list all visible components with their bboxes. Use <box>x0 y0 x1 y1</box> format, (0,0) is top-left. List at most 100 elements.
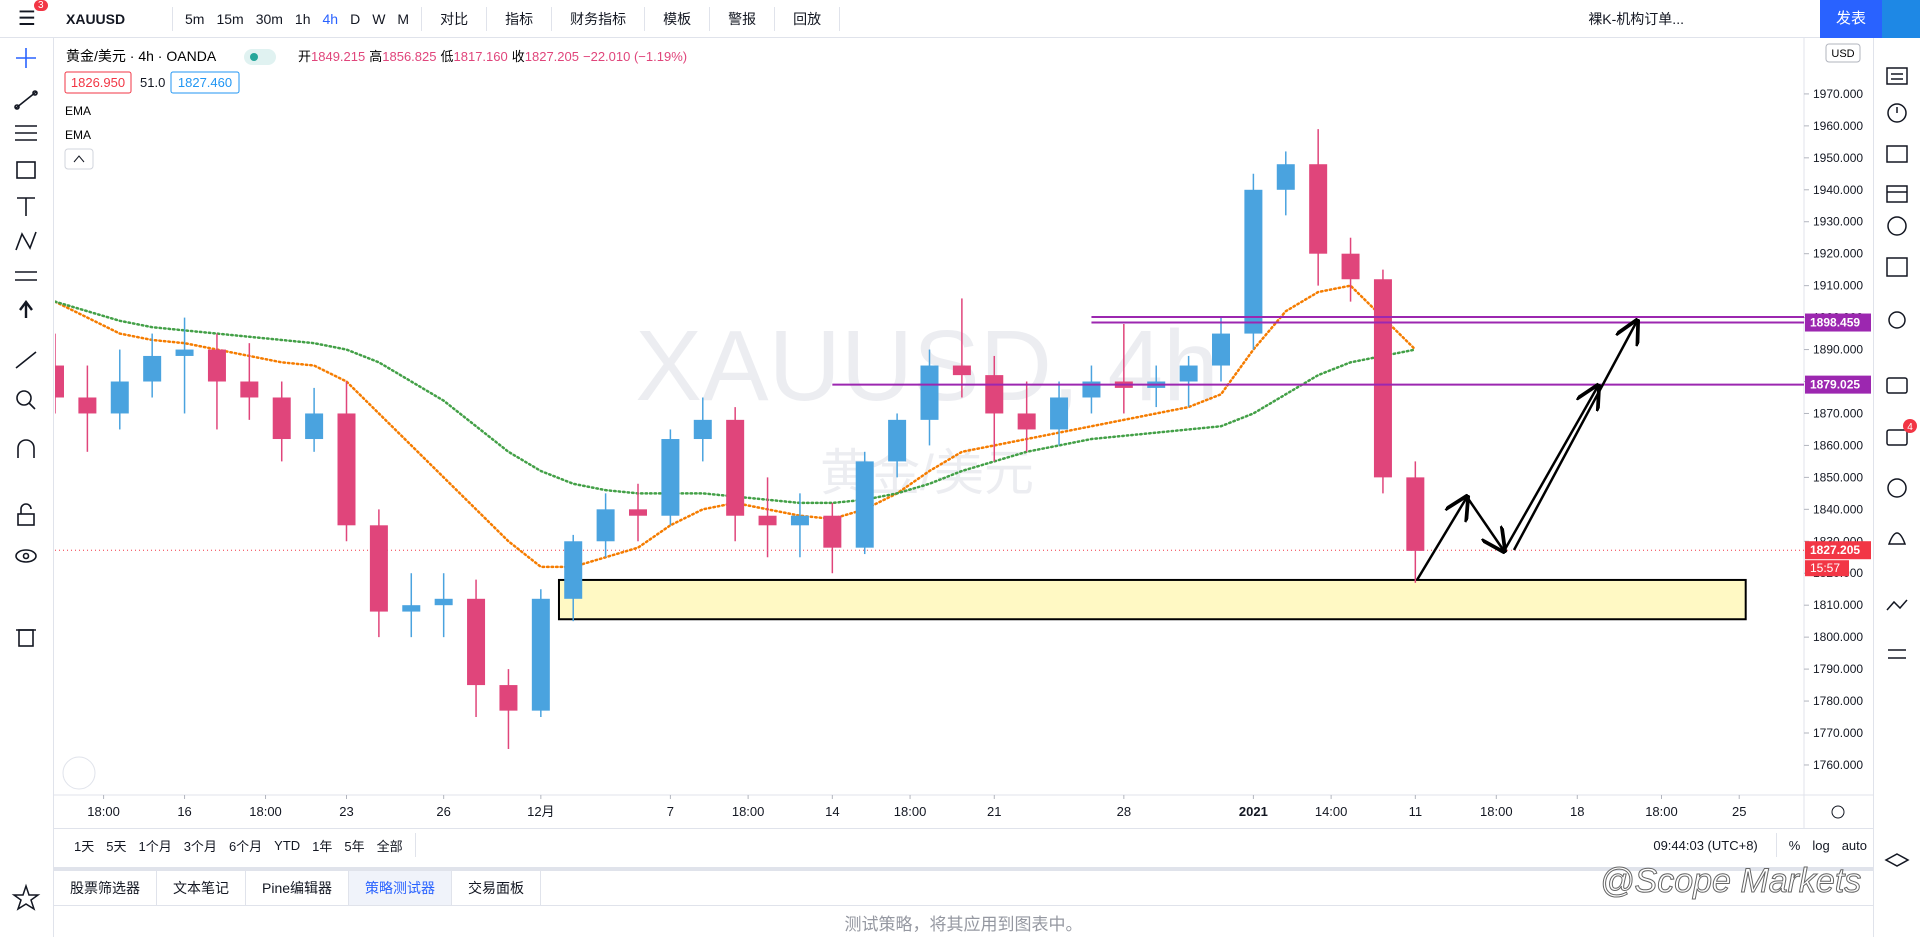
idea-icon[interactable] <box>1888 311 1906 329</box>
scale-option[interactable]: auto <box>1841 837 1867 853</box>
panel-message: 测试策略，将其应用到图表中。 <box>844 915 1083 934</box>
x-tick-label: 2021 <box>1239 804 1268 819</box>
candle-body <box>1050 397 1069 430</box>
panel-tab[interactable]: 交易面板 <box>452 871 542 905</box>
panel-tab[interactable]: 股票筛选器 <box>54 871 157 905</box>
arrow-drawing[interactable] <box>1512 321 1637 551</box>
separator <box>1775 833 1777 857</box>
range-button[interactable]: 3个月 <box>183 838 217 854</box>
menu-icon[interactable]: ☰ <box>18 8 36 30</box>
range-button[interactable]: YTD <box>274 837 301 853</box>
toolbar-button[interactable]: 回放 <box>793 10 822 27</box>
range-button[interactable]: 5年 <box>344 838 365 854</box>
interval-button[interactable]: 1h <box>294 10 311 27</box>
panel-tab[interactable]: Pine编辑器 <box>246 871 350 905</box>
range-button[interactable]: 全部 <box>376 838 403 854</box>
shape-tool[interactable] <box>16 161 36 179</box>
interval-button[interactable]: 15m <box>216 10 244 27</box>
menu-button[interactable]: ☰ 3 <box>0 0 54 31</box>
ohlc-value: 1827.205 <box>525 49 579 64</box>
trend-line-tool[interactable] <box>14 90 38 110</box>
panel-tab[interactable]: 文本笔记 <box>157 871 246 905</box>
interval-button[interactable]: 30m <box>255 10 283 27</box>
range-button[interactable]: 1年 <box>312 838 333 854</box>
arrow-drawing[interactable] <box>1415 497 1467 581</box>
crosshair-tool[interactable] <box>16 48 36 68</box>
ideas-icon[interactable] <box>1886 599 1908 611</box>
range-button[interactable]: 5天 <box>106 838 127 854</box>
ask-price[interactable]: 1827.460 <box>178 75 232 90</box>
favorites-icon[interactable] <box>0 878 54 918</box>
toolbar-button[interactable]: 警报 <box>728 10 757 27</box>
calendar-icon[interactable] <box>1886 185 1908 203</box>
chat-badge-dot <box>1903 419 1917 433</box>
scale-option[interactable]: % <box>1788 837 1801 853</box>
fib-tool[interactable] <box>15 125 37 141</box>
candle-body <box>240 381 259 398</box>
trash-icon[interactable] <box>0 618 54 658</box>
lock-tool[interactable] <box>17 503 35 526</box>
ohlc-value: 1849.215 <box>311 49 365 64</box>
legend-line: 黄金/美元 · 4h · OANDA <box>66 48 217 64</box>
interval-button[interactable]: M <box>397 10 410 27</box>
arrow-drawing[interactable] <box>1502 386 1598 552</box>
notify-icon[interactable] <box>1887 532 1907 545</box>
tools-icon[interactable] <box>1888 649 1906 659</box>
level-label-bg <box>1805 313 1871 332</box>
x-tick-label: 18:00 <box>1480 804 1513 819</box>
symbol-search[interactable]: XAUUSD <box>66 10 126 27</box>
range-button[interactable]: 1个月 <box>138 838 172 854</box>
pattern-tool[interactable] <box>15 231 37 251</box>
timer-icon[interactable] <box>1887 216 1907 236</box>
eye-tool[interactable] <box>15 549 37 563</box>
cursor-arrow-tool[interactable] <box>19 300 33 318</box>
zoom-tool[interactable] <box>16 390 36 410</box>
x-tick-label: 25 <box>1732 804 1746 819</box>
legend-collapse[interactable] <box>64 148 94 170</box>
toolbar-button[interactable]: 对比 <box>440 10 469 27</box>
toolbar-button[interactable]: 模板 <box>663 10 692 27</box>
x-tick-label: 16 <box>177 804 191 819</box>
candle-body <box>531 598 550 711</box>
alerts-icon[interactable] <box>1887 103 1907 123</box>
candle-body <box>1179 365 1198 382</box>
interval-button[interactable]: W <box>372 10 386 27</box>
settings-icon[interactable] <box>1831 805 1845 819</box>
drawing-tools <box>14 48 38 563</box>
candle-body <box>499 685 518 711</box>
prediction-tool[interactable] <box>15 271 37 281</box>
chat-icon[interactable] <box>1886 377 1908 394</box>
scale-option[interactable]: log <box>1812 837 1830 853</box>
toolbar-button[interactable]: 指标 <box>505 10 534 27</box>
candle-body <box>175 349 194 356</box>
y-tick-label: 1810.000 <box>1813 598 1863 612</box>
news-icon[interactable] <box>1886 145 1908 163</box>
bid-price[interactable]: 1826.950 <box>71 75 125 90</box>
publish-button[interactable]: 发表 <box>1819 0 1882 38</box>
replay-button[interactable] <box>1882 0 1920 38</box>
range-button[interactable]: 6个月 <box>228 838 263 854</box>
interval-button[interactable]: D <box>350 10 361 27</box>
interval-button[interactable]: 5m <box>185 10 205 27</box>
y-tick-label: 1890.000 <box>1813 343 1863 357</box>
toolbar-button[interactable]: 财务指标 <box>570 10 627 27</box>
watchlist-icon[interactable] <box>1886 67 1908 85</box>
magnet-tool[interactable] <box>17 439 35 458</box>
layers-icon[interactable] <box>1884 853 1910 867</box>
sidebar-icons: 4 <box>1884 67 1917 867</box>
interval-button[interactable]: 4h <box>322 10 339 27</box>
grid-icon[interactable] <box>1886 257 1908 277</box>
layout-name[interactable]: 裸K-机构订单... <box>1588 10 1684 27</box>
y-tick-label: 1780.000 <box>1813 694 1863 708</box>
y-tick-label: 1920.000 <box>1813 247 1863 261</box>
ruler-tool[interactable] <box>15 351 37 369</box>
bid-box <box>64 71 132 94</box>
panel-tab[interactable]: 策略测试器 <box>349 871 453 905</box>
chat-private-icon[interactable] <box>1886 429 1908 446</box>
range-button[interactable]: 1天 <box>74 838 95 854</box>
legend-symbol: 黄金/美元 <box>66 48 126 64</box>
arrow-drawing[interactable] <box>1465 496 1504 551</box>
separator <box>172 6 173 31</box>
text-tool[interactable] <box>17 197 35 216</box>
help-icon[interactable] <box>1887 478 1907 498</box>
